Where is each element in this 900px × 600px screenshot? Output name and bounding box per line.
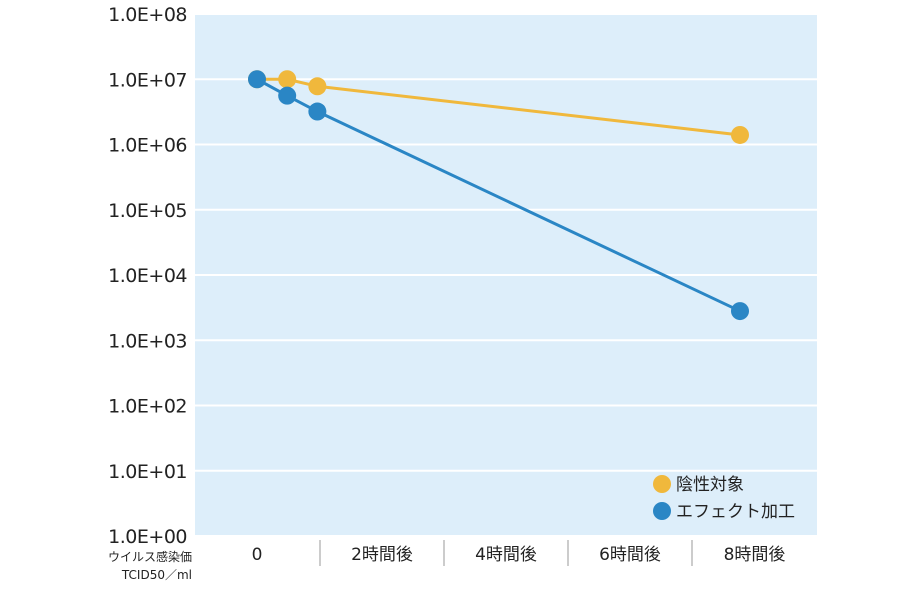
grid — [195, 13, 817, 537]
x-category-label: 4時間後 — [475, 545, 537, 565]
y-axis-label-line2: TCID50／ml — [121, 568, 192, 582]
y-tick-label: 1.0E+05 — [108, 200, 187, 222]
series-line — [256, 77, 741, 313]
data-point — [278, 70, 297, 89]
y-tick-label: 1.0E+07 — [108, 69, 187, 91]
series-line — [257, 77, 741, 137]
y-tick-label: 1.0E+08 — [108, 4, 187, 26]
y-axis-ticks: 1.0E+08 1.0E+07 1.0E+06 1.0E+05 1.0E+04 1.0E+… — [108, 4, 188, 548]
data-point — [731, 302, 749, 321]
x-category-label: 2時間後 — [351, 545, 413, 565]
y-axis-label-line1: ウイルス感染価 — [108, 549, 192, 564]
data-point — [278, 86, 297, 105]
legend-marker — [653, 475, 671, 493]
data-point — [731, 125, 749, 144]
x-category-label: 0 — [252, 545, 263, 565]
x-category-label: 8時間後 — [724, 545, 786, 565]
legend-label: 陰性対象 — [676, 475, 744, 495]
legend-marker — [653, 502, 671, 520]
series-1 — [248, 70, 749, 321]
legend-label: エフェクト加工 — [676, 502, 795, 522]
y-tick-label: 1.0E+06 — [108, 135, 187, 157]
data-point — [308, 77, 327, 96]
y-tick-label: 1.0E+00 — [108, 526, 187, 548]
y-tick-label: 1.0E+02 — [108, 396, 187, 418]
x-axis-categories: 0 2時間後 4時間後 6時間後 8時間後 — [252, 540, 786, 566]
y-tick-label: 1.0E+01 — [108, 461, 187, 483]
series-layer — [248, 70, 749, 321]
data-point — [248, 70, 266, 89]
y-tick-label: 1.0E+03 — [108, 330, 187, 352]
y-tick-label: 1.0E+04 — [108, 265, 187, 287]
data-point — [308, 102, 327, 121]
x-category-label: 6時間後 — [599, 545, 661, 565]
